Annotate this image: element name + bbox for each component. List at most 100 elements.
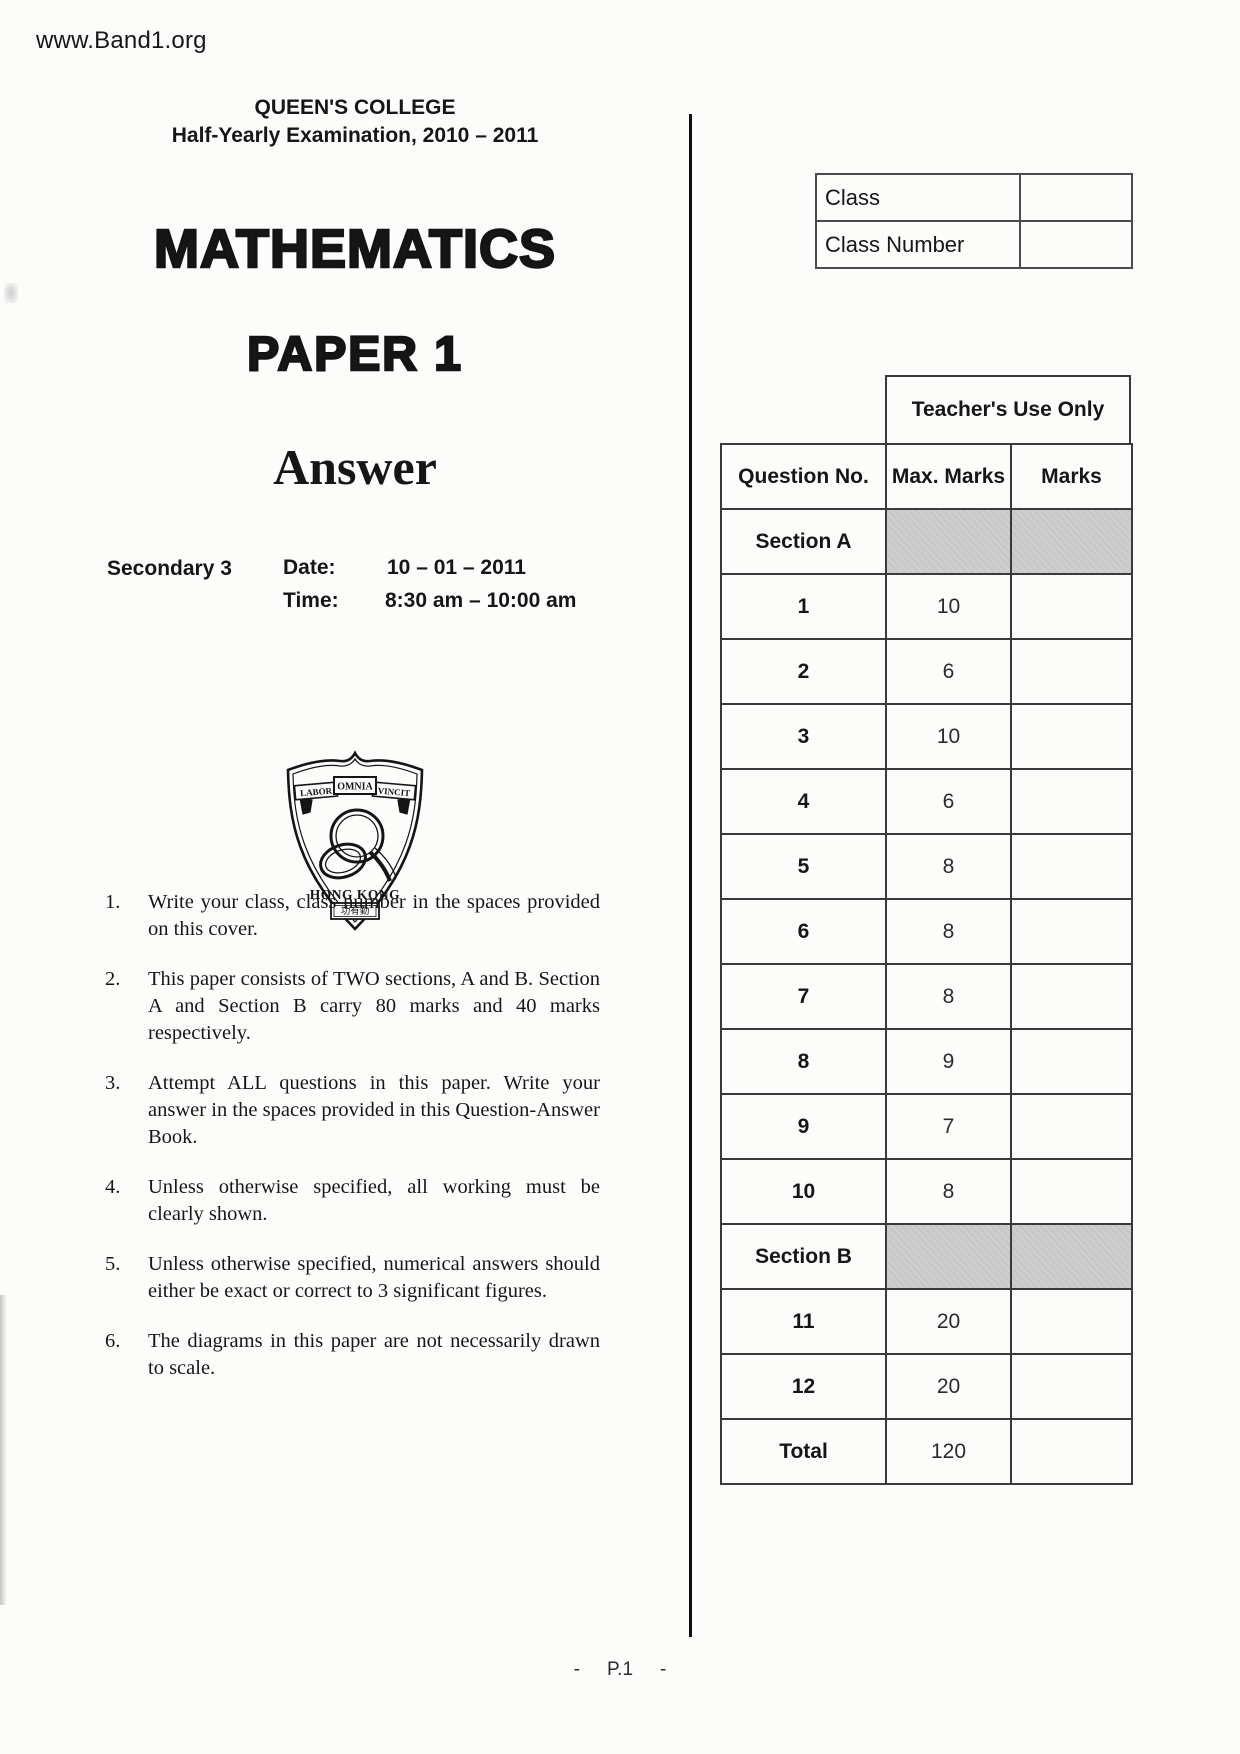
- question-no-cell: 11: [720, 1288, 887, 1355]
- question-no-cell: 5: [720, 833, 887, 900]
- table-row: 1 10: [720, 573, 1133, 640]
- marks-cell: [1010, 1223, 1133, 1290]
- question-no-cell: Section A: [720, 508, 887, 575]
- max-marks-cell: [885, 508, 1012, 575]
- max-marks-cell: 8: [885, 963, 1012, 1030]
- table-row: 10 8: [720, 1158, 1133, 1225]
- table-row: 8 9: [720, 1028, 1133, 1095]
- question-no-cell: Total: [720, 1418, 887, 1485]
- school-name: QUEEN'S COLLEGE: [254, 96, 456, 119]
- max-marks-cell: 20: [885, 1288, 1012, 1355]
- table-row: Class Number: [815, 220, 1133, 269]
- question-no-cell: 9: [720, 1093, 887, 1160]
- instruction-number: 5.: [105, 1253, 121, 1275]
- class-value-cell: [1019, 173, 1133, 222]
- answer-book-title: Answer: [273, 439, 437, 495]
- max-marks-header: Max. Marks: [885, 443, 1012, 510]
- instruction-number: 1.: [105, 891, 121, 913]
- marks-cell: [1010, 1028, 1133, 1095]
- crest-chinese-motto: 功有勤: [341, 905, 370, 917]
- question-no-cell: 6: [720, 898, 887, 965]
- max-marks-cell: 7: [885, 1093, 1012, 1160]
- max-marks-cell: 9: [885, 1028, 1012, 1095]
- instruction-text: Unless otherwise specified, all working …: [148, 1176, 600, 1225]
- marks-cell: [1010, 833, 1133, 900]
- table-row: Class: [815, 173, 1133, 222]
- marks-cell: [1010, 508, 1133, 575]
- crest-motto-labor: LABOR: [300, 785, 333, 798]
- footer-dash: -: [660, 1659, 667, 1680]
- max-marks-cell: [885, 1223, 1012, 1290]
- class-number-label-cell: Class Number: [815, 220, 1021, 269]
- subject-title: MATHEMATICS: [153, 218, 556, 280]
- table-row: 9 7: [720, 1093, 1133, 1160]
- marks-cell: [1010, 703, 1133, 770]
- question-no-cell: 4: [720, 768, 887, 835]
- question-no-cell: 10: [720, 1158, 887, 1225]
- instruction-item: 2. This paper consists of TWO sections, …: [103, 966, 600, 1047]
- marks-cell: [1010, 898, 1133, 965]
- max-marks-cell: 120: [885, 1418, 1012, 1485]
- max-marks-cell: 10: [885, 703, 1012, 770]
- max-marks-cell: 20: [885, 1353, 1012, 1420]
- table-row: 6 8: [720, 898, 1133, 965]
- class-label-cell: Class: [815, 173, 1021, 222]
- instruction-item: 3. Attempt ALL questions in this paper. …: [103, 1070, 600, 1151]
- marks-table: Question No. Max. Marks Marks Section A …: [720, 443, 1133, 1485]
- column-divider-rule: [689, 114, 692, 1637]
- level-label: Secondary 3: [107, 557, 232, 580]
- scan-smudge: [0, 1295, 7, 1605]
- max-marks-cell: 10: [885, 573, 1012, 640]
- instruction-number: 4.: [105, 1176, 121, 1198]
- exam-session: Half-Yearly Examination, 2010 – 2011: [171, 124, 539, 147]
- instructions-list: 1. Write your class, class number in the…: [103, 889, 600, 1405]
- time-value: 8:30 am – 10:00 am: [385, 589, 577, 612]
- instruction-item: 1. Write your class, class number in the…: [103, 889, 600, 943]
- crest-motto-omnia: OMNIA: [337, 782, 373, 793]
- teachers-use-only-header: Teacher's Use Only: [885, 375, 1131, 445]
- instruction-text: Unless otherwise specified, numerical an…: [148, 1253, 600, 1302]
- watermark-url: www.Band1.org: [36, 27, 207, 54]
- table-row: 11 20: [720, 1288, 1133, 1355]
- crest-motto-vincit: VINCIT: [377, 786, 410, 799]
- table-row: 12 20: [720, 1353, 1133, 1420]
- table-row: 2 6: [720, 638, 1133, 705]
- instruction-text: Write your class, class number in the sp…: [148, 891, 600, 940]
- question-no-cell: 1: [720, 573, 887, 640]
- marks-cell: [1010, 573, 1133, 640]
- table-row: 5 8: [720, 833, 1133, 900]
- question-no-cell: 7: [720, 963, 887, 1030]
- table-row: Section B: [720, 1223, 1133, 1290]
- question-no-cell: 8: [720, 1028, 887, 1095]
- paper-number: PAPER 1: [246, 327, 463, 382]
- date-value: 10 – 01 – 2011: [387, 556, 526, 579]
- instruction-number: 2.: [105, 968, 121, 990]
- question-no-cell: 12: [720, 1353, 887, 1420]
- page-number: P.1: [606, 1659, 634, 1680]
- max-marks-cell: 8: [885, 898, 1012, 965]
- instruction-item: 5. Unless otherwise specified, numerical…: [103, 1251, 600, 1305]
- marks-cell: [1010, 1158, 1133, 1225]
- table-row: Section A: [720, 508, 1133, 575]
- scan-smudge: [4, 283, 18, 303]
- table-row: 7 8: [720, 963, 1133, 1030]
- instruction-text: This paper consists of TWO sections, A a…: [148, 968, 600, 1044]
- table-row: 3 10: [720, 703, 1133, 770]
- footer-dash: -: [573, 1659, 580, 1680]
- school-crest-icon: LABOR OMNIA VINCIT HONG KONG 功有勤: [286, 750, 424, 931]
- date-label: Date:: [283, 556, 336, 579]
- page-footer: - P.1 -: [0, 1659, 1240, 1681]
- max-marks-cell: 8: [885, 833, 1012, 900]
- marks-cell: [1010, 1093, 1133, 1160]
- question-no-cell: 2: [720, 638, 887, 705]
- instruction-item: 6. The diagrams in this paper are not ne…: [103, 1328, 600, 1382]
- marks-cell: [1010, 1418, 1133, 1485]
- marks-header: Marks: [1010, 443, 1133, 510]
- time-label: Time:: [283, 589, 339, 612]
- max-marks-cell: 6: [885, 768, 1012, 835]
- max-marks-cell: 6: [885, 638, 1012, 705]
- instruction-text: Attempt ALL questions in this paper. Wri…: [148, 1072, 600, 1148]
- instruction-text: The diagrams in this paper are not neces…: [148, 1330, 600, 1379]
- crest-city-label: HONG KONG: [310, 887, 400, 902]
